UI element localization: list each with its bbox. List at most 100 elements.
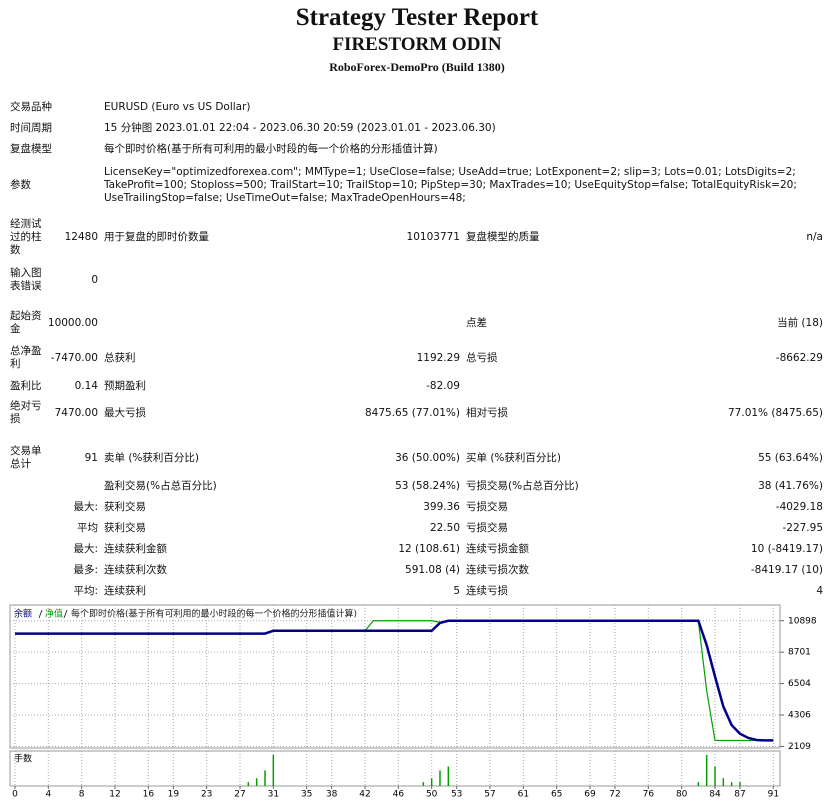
stat-label: 起始资金 [10,310,42,335]
table-row: 平均 获利交易 22.50 亏损交易 -227.95 [0,521,834,535]
table-row: 输入图表错误 0 [0,266,834,294]
stat-value: 5 [453,584,460,597]
stat-value: 91 [84,451,98,464]
table-row: 时间周期 15 分钟图 2023.01.01 22:04 - 2023.06.30… [0,121,834,135]
stat-label: 买单 (%获利百分比) [466,451,562,464]
stat-value: -82.09 [426,379,460,392]
y-tick-label: 8701 [788,648,811,658]
stat-value: 当前 (18) [777,316,823,329]
x-tick-label: 80 [676,790,688,800]
legend-entry: 净值 [45,608,63,620]
x-tick-label: 65 [551,790,562,800]
stat-value: 10000.00 [47,316,98,329]
stat-label: 总获利 [104,351,136,364]
stat-value: -4029.18 [775,500,823,513]
x-tick-label: 12 [109,790,120,800]
table-row: 复盘模型 每个即时价格(基于所有可利用的最小时段的每一个价格的分形插值计算) [0,142,834,156]
table-row: 绝对亏损 7470.00 最大亏损 8475.65 (77.01%) 相对亏损 77.01… [0,399,834,427]
stat-label: 点差 [466,316,487,329]
stat-value: 12 (108.61) [398,542,460,555]
report-server: RoboForex-DemoPro (Build 1380) [329,60,505,74]
info-label: 交易品种 [10,100,52,113]
stat-label: 亏损交易 [466,500,508,513]
x-tick-label: 0 [12,790,18,800]
stat-value: 最多: [73,563,98,576]
stat-label: 亏损交易(%占总百分比) [466,479,579,492]
x-tick-label: 72 [609,790,620,800]
info-value: 每个即时价格(基于所有可利用的最小时段的每一个价格的分形插值计算) [104,142,438,155]
x-tick-label: 91 [768,790,779,800]
x-tick-label: 61 [518,790,529,800]
stat-label: 用于复盘的即时价数量 [104,230,209,243]
stat-label: 相对亏损 [466,406,508,419]
table-row: 盈利比 0.14 预期盈利 -82.09 [0,379,834,393]
stat-label: 总净盈利 [10,345,42,370]
info-label: 参数 [10,178,31,191]
legend-entry: 余额 [14,608,32,620]
table-row: 最大: 连续获利金额 12 (108.61) 连续亏损金额 10 (-8419.17) [0,542,834,556]
stat-value: -227.95 [782,521,823,534]
legend-separator [63,609,68,619]
stat-label: 亏损交易 [466,521,508,534]
stat-label: 获利交易 [104,521,146,534]
stat-label: 总亏损 [466,351,498,364]
x-tick-label: 31 [268,790,279,800]
stat-label: 卖单 (%获利百分比) [104,451,200,464]
table-row: 最多: 连续获利次数 591.08 (4) 连续亏损次数 -8419.17 (10) [0,563,834,577]
volume-frame [9,750,781,787]
x-tick-label: 53 [451,790,462,800]
x-tick-label: 76 [643,790,655,800]
x-tick-label: 4 [45,790,51,800]
stat-label: 预期盈利 [104,379,146,392]
legend-mode: 每个即时价格(基于所有可利用的最小时段的每一个价格的分形插值计算) [71,608,357,620]
table-row: 起始资金 10000.00 点差 当前 (18) [0,309,834,337]
stat-value: 0.14 [74,379,98,392]
x-tick-label: 35 [301,790,312,800]
stat-value: 591.08 (4) [405,563,460,576]
stat-value: 77.01% (8475.65) [728,406,823,419]
table-row: 经测试过的柱数 12480 用于复盘的即时价数量 10103771 复盘模型的质量 n/a [0,217,834,257]
info-value: LicenseKey="optimizedforexea.com"; MMTyp… [104,165,797,204]
stat-value: 10 (-8419.17) [750,542,823,555]
y-tick-label: 10898 [788,616,817,626]
info-value: 15 分钟图 2023.01.01 22:04 - 2023.06.30 20:… [104,121,496,134]
stat-value: 399.36 [423,500,460,513]
stat-value: 平均: [73,584,98,597]
x-tick-label: 42 [359,790,370,800]
x-tick-label: 84 [709,790,721,800]
x-tick-label: 87 [734,790,745,800]
x-tick-label: 69 [584,790,596,800]
stat-label: 连续亏损金额 [466,542,529,555]
info-label: 复盘模型 [10,142,52,155]
report-title: Strategy Tester Report [295,4,539,31]
series-line [15,619,774,742]
y-tick-label: 6504 [788,679,811,689]
info-value: EURUSD (Euro vs US Dollar) [104,100,251,113]
x-tick-label: 16 [143,790,155,800]
stat-label: 连续亏损次数 [466,563,529,576]
stat-label: 连续获利金额 [104,542,167,555]
x-tick-label: 46 [393,790,405,800]
table-row: 平均: 连续获利 5 连续亏损 4 [0,584,834,598]
stat-label: 复盘模型的质量 [466,230,540,243]
stat-value: 36 (50.00%) [395,451,460,464]
x-tick-label: 27 [234,790,245,800]
stat-value: 最大: [73,542,98,555]
stat-value: 4 [816,584,823,597]
stat-value: 平均 [77,521,98,534]
plot-frame [9,604,781,749]
stat-label: 连续获利次数 [104,563,167,576]
stat-value: 10103771 [406,230,460,243]
x-tick-label: 50 [426,790,438,800]
stat-label: 输入图表错误 [10,267,42,292]
stat-value: 12480 [64,230,98,243]
table-row: 最大: 获利交易 399.36 亏损交易 -4029.18 [0,500,834,514]
y-tick-label: 2109 [788,742,811,752]
stat-value: -7470.00 [50,351,98,364]
stat-label: 盈利比 [10,379,42,392]
stat-value: 7470.00 [54,406,98,419]
stat-value: 最大: [73,500,98,513]
info-label: 时间周期 [10,121,52,134]
